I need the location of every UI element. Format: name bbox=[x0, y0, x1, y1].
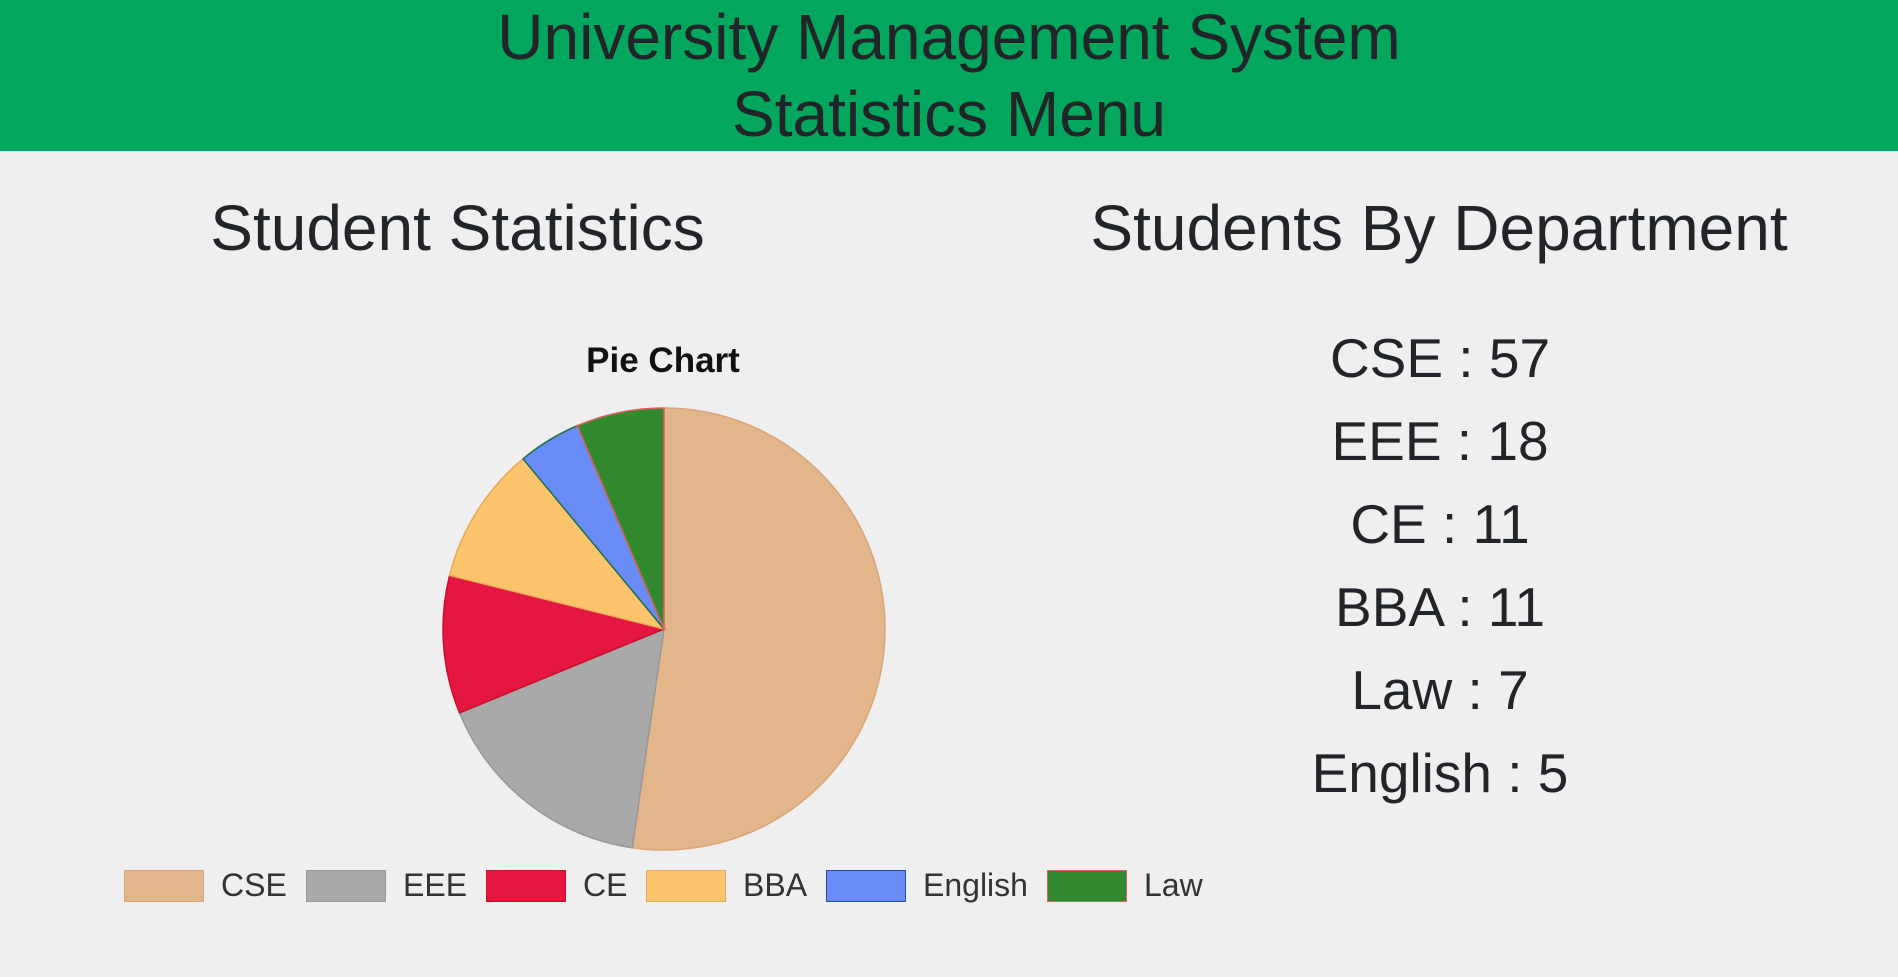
pie-slice-eee[interactable] bbox=[458, 627, 665, 849]
pie-chart-title: Pie Chart bbox=[586, 341, 740, 380]
pie-chart-legend: CSE EEE CE BBA English Law bbox=[0, 865, 1203, 905]
legend-label: CE bbox=[583, 867, 628, 903]
pie-slice-bba[interactable] bbox=[448, 457, 667, 631]
pie-slice-law[interactable] bbox=[576, 407, 665, 630]
department-count-row: BBA : 11 bbox=[1335, 576, 1545, 638]
legend-swatch bbox=[486, 870, 566, 902]
pie-slice-ce[interactable] bbox=[442, 574, 667, 714]
department-count-row: English : 5 bbox=[1311, 742, 1569, 804]
legend-swatch bbox=[1047, 870, 1127, 902]
pie-slice-cse[interactable] bbox=[631, 407, 886, 851]
department-count-row: Law : 7 bbox=[1351, 659, 1529, 721]
legend-label: English bbox=[923, 867, 1028, 903]
department-count-row: CE : 11 bbox=[1350, 493, 1530, 555]
legend-swatch bbox=[124, 870, 204, 902]
department-count-row: EEE : 18 bbox=[1331, 410, 1549, 472]
legend-label: CSE bbox=[221, 867, 287, 903]
legend-swatch bbox=[306, 870, 386, 902]
legend-swatch bbox=[646, 870, 726, 902]
students-by-department-heading: Students By Department bbox=[1090, 192, 1788, 264]
legend-label: BBA bbox=[743, 867, 808, 903]
student-statistics-heading: Student Statistics bbox=[210, 192, 705, 264]
legend-swatch bbox=[826, 870, 906, 902]
department-count-row: CSE : 57 bbox=[1329, 327, 1551, 389]
app-header: University Management System Statistics … bbox=[0, 0, 1898, 151]
legend-label: EEE bbox=[403, 867, 468, 903]
legend-label: Law bbox=[1144, 867, 1203, 903]
app-title: University Management System bbox=[497, 1, 1401, 73]
department-counts-list: CSE : 57 EEE : 18 CE : 11 BBA : 11 Law : 7 En… bbox=[1140, 318, 1740, 816]
page-subtitle: Statistics Menu bbox=[732, 78, 1166, 150]
